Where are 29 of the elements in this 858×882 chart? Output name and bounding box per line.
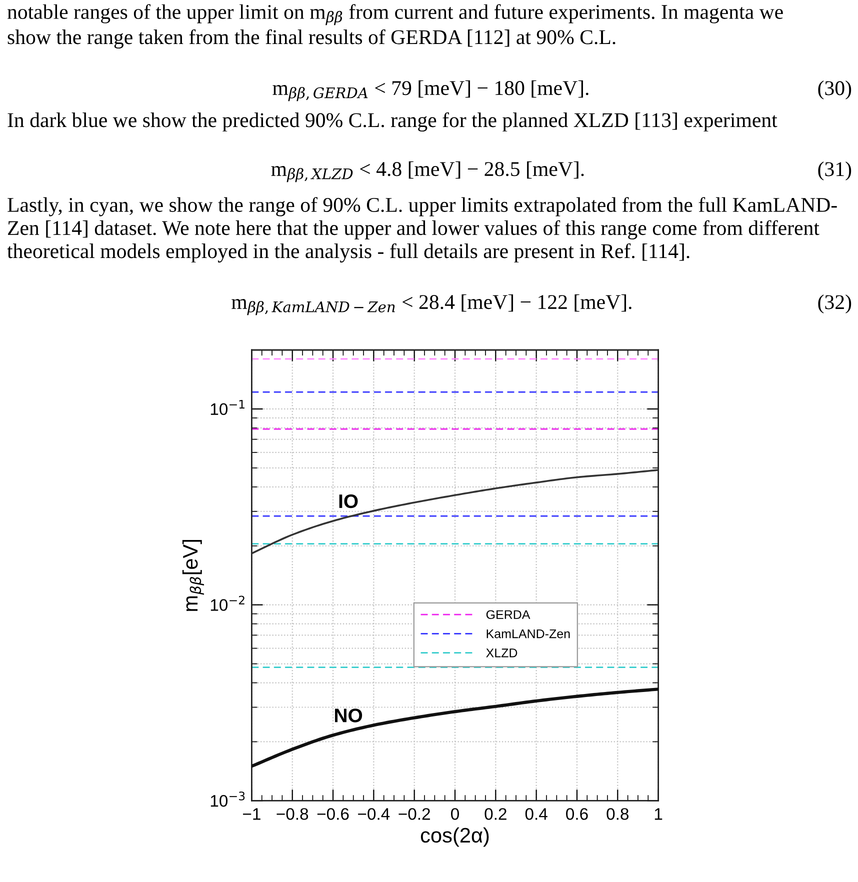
text: (32)	[818, 294, 852, 314]
x-tick-label: −0.6	[317, 808, 349, 820]
series-label: IO	[339, 494, 358, 508]
text: (31)	[818, 162, 852, 180]
legend-label: XLZD	[486, 648, 518, 658]
x-tick-label: −1	[243, 808, 260, 820]
x-tick-label: 0.8	[606, 808, 628, 820]
x-tick-label: 0.4	[525, 808, 548, 820]
x-tick-label: 0	[451, 808, 459, 820]
x-tick-label: 0.2	[484, 808, 506, 820]
y-tick-label: 10$^{−3}$	[210, 792, 245, 807]
text: In dark blue we show the predicted 90% C.L. range for the planned XLZD [113] experiment	[8, 112, 778, 132]
y-tick-label: 10$^{−1}$	[210, 400, 244, 416]
x-tick-label: −0.2	[398, 808, 430, 820]
text: Lastly, in cyan, we show the range of 90% C.L. upper limits extrapolated from the full KamLAND- Zen [114] dataset. We note here that the upper and lower values of this range come from different theoretical models employed in the analysis - full details are present in Ref. [114].	[7, 197, 837, 262]
x-axis-title: cos(2α)	[420, 827, 489, 847]
legend-label: GERDA	[486, 610, 530, 620]
text: m$_{ββ,GERDA}$ < 79 [meV] − 180 [meV].	[272, 80, 588, 102]
x-tick-label: 1	[654, 808, 662, 820]
series-label: NO	[335, 708, 362, 722]
text: (30)	[818, 80, 852, 100]
x-tick-label: −0.4	[358, 808, 390, 820]
text: m$_{ββ,XLZD}$ < 4.8 [meV] − 28.5 [meV].	[271, 161, 584, 182]
x-tick-label: −0.8	[276, 808, 308, 820]
x-tick-label: 0.6	[566, 808, 588, 820]
y-tick-label: 10$^{−2}$	[210, 596, 244, 611]
y-axis-title: m$_{ββ}$[eV]	[182, 540, 204, 611]
legend-label: KamLAND-Zen	[486, 629, 570, 638]
text: notable ranges of the upper limit on m$_{ββ}$ from current and future experiments. In magenta we show the range taken from the final results of GERDA [112] at 90% C.L.	[7, 4, 783, 48]
